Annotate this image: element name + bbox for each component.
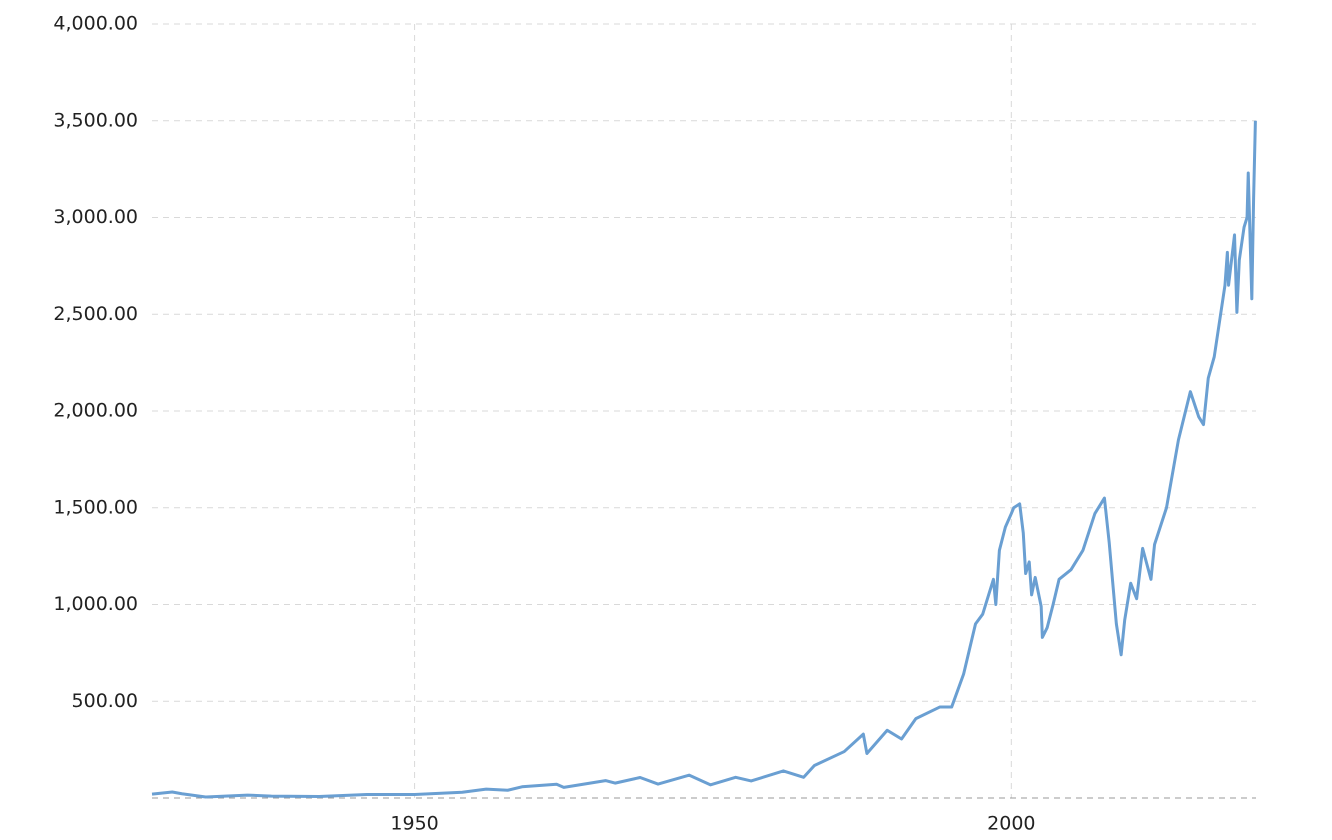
y-tick-label: 1,000.00 (53, 593, 138, 615)
y-tick-label: 2,000.00 (53, 400, 138, 422)
y-tick-label: 500.00 (72, 690, 138, 712)
x-tick-label: 1950 (390, 813, 438, 835)
y-tick-label: 4,000.00 (53, 13, 138, 35)
y-tick-label: 3,000.00 (53, 206, 138, 228)
y-tick-label: 2,500.00 (53, 303, 138, 325)
price-line (151, 120, 1257, 799)
y-tick-label: 3,500.00 (53, 109, 138, 131)
y-tick-label: 1,500.00 (53, 496, 138, 518)
x-tick-label: 2000 (987, 813, 1035, 835)
